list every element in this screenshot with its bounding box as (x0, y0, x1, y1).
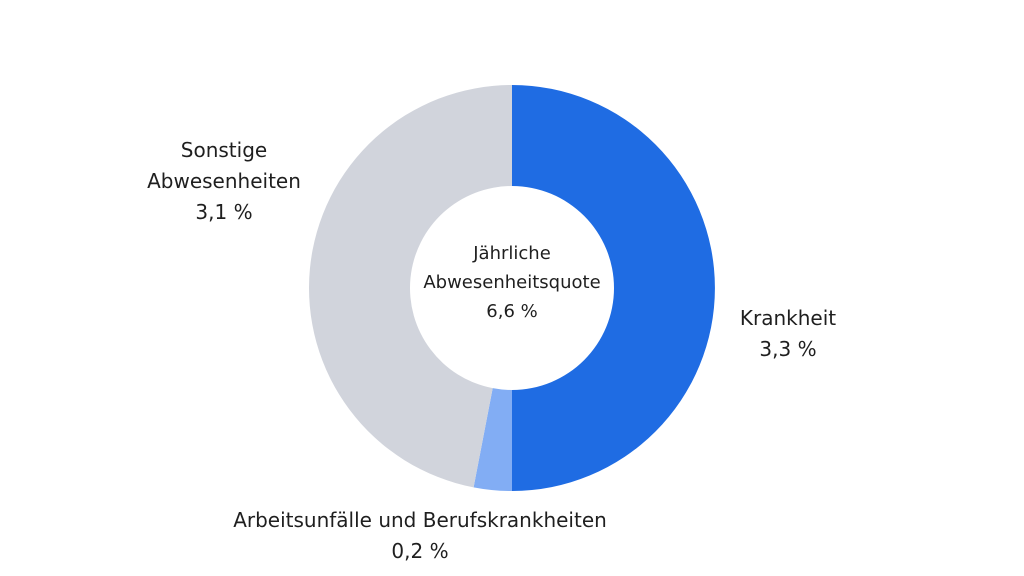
slice-krankheit (512, 85, 715, 491)
slice-sonstige-abwesenheiten (309, 85, 512, 488)
center-title-line-2: Abwesenheitsquote (423, 272, 601, 293)
center-value: 6,6 % (486, 301, 538, 322)
slice-label-sonstige-line-2: Abwesenheiten (147, 169, 301, 193)
slice-arbeitsunfälle-und-berufskrankheiten (473, 388, 512, 491)
slice-label-krankheit: Krankheit 3,3 % (708, 303, 868, 365)
slice-value-arbeitsunfaelle: 0,2 % (391, 539, 449, 563)
slice-label-krankheit-line-1: Krankheit (739, 306, 837, 330)
center-label: Jährliche Abwesenheitsquote 6,6 % (402, 239, 622, 326)
center-title-line-1: Jährliche (473, 243, 551, 264)
slice-label-arbeitsunfaelle-line-1: Arbeitsunfälle und Berufskrankheiten (233, 508, 607, 532)
slice-label-sonstige-line-1: Sonstige (180, 138, 268, 162)
slice-value-sonstige: 3,1 % (195, 200, 253, 224)
slice-value-krankheit: 3,3 % (759, 337, 817, 361)
slice-label-arbeitsunfaelle: Arbeitsunfälle und Berufskrankheiten 0,2… (190, 505, 650, 567)
slice-label-sonstige: Sonstige Abwesenheiten 3,1 % (114, 135, 334, 228)
